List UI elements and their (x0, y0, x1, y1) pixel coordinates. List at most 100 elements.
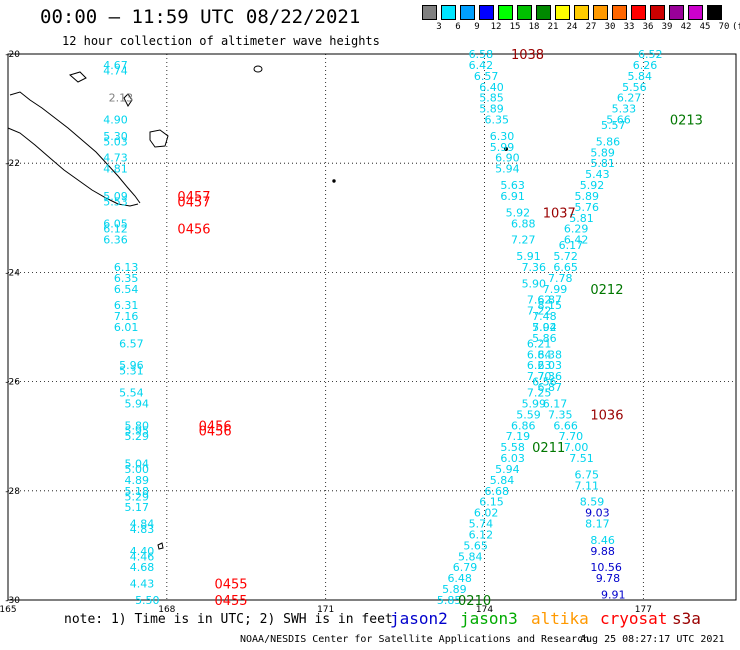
scale-label-21: 21 (547, 22, 559, 32)
pass-time-label: 0455 (214, 578, 247, 593)
swh-label: 6.29 (564, 223, 589, 236)
swh-label: 4.74 (103, 64, 128, 77)
scale-swatch-39 (650, 5, 665, 20)
swh-label: 6.26 (633, 59, 658, 72)
swh-label: 5.81 (590, 157, 615, 170)
swh-label: 4.81 (103, 163, 128, 176)
map-frame (7, 53, 737, 601)
pass-time-label: 0211 (532, 441, 565, 456)
swh-label: 5.95 (124, 425, 149, 438)
swh-label: 2.13 (109, 92, 134, 105)
island-hunter (504, 147, 508, 151)
swh-label: 5.03 (103, 135, 128, 148)
swh-label: 6.05 (103, 217, 128, 230)
swh-label: 5.18 (124, 485, 149, 498)
swh-label: 5.72 (553, 250, 578, 263)
swh-label: 7.27 (511, 234, 536, 247)
swh-label: 5.81 (569, 212, 594, 225)
swh-label: 4.40 (130, 545, 155, 558)
island-norfolk (157, 542, 164, 550)
scale-unit: (ft) (732, 22, 740, 32)
scale-label-39: 39 (661, 22, 673, 32)
swh-label: 10.56 (590, 561, 622, 574)
swh-label: 6.02 (474, 507, 499, 520)
swh-label: 6.35 (114, 272, 138, 285)
pass-time-label: 1036 (590, 408, 623, 423)
swh-label: 5.94 (124, 397, 149, 410)
scale-swatch-27 (574, 5, 589, 20)
scale-label-70: 70 (718, 22, 730, 32)
scale-swatch-3 (422, 5, 437, 20)
swh-label: 5.50 (135, 594, 160, 607)
scale-label-3: 3 (436, 22, 442, 32)
scale-swatch-36 (631, 5, 646, 20)
swh-label: 5.86 (596, 135, 621, 148)
swh-label: 7.00 (564, 441, 589, 454)
swh-label: 5.90 (522, 277, 547, 290)
swh-label: 5.76 (575, 201, 600, 214)
swh-label: 7.36 (537, 370, 562, 383)
swh-label: 5.29 (124, 430, 149, 443)
swh-label: 7.70 (527, 370, 552, 383)
mission-cryosat: cryosat (600, 609, 668, 628)
swh-label: 6.86 (511, 419, 536, 432)
swh-label: 7.11 (575, 479, 600, 492)
scale-swatch-6 (441, 5, 456, 20)
lon-label-171: 171 (317, 605, 334, 615)
swh-label: 6.88 (511, 217, 536, 230)
swh-label: 6.87 (537, 381, 562, 394)
map-border (7, 53, 737, 601)
swh-label: 6.31 (114, 299, 138, 312)
mission-altika: altika (531, 609, 589, 628)
swh-label: 5.91 (516, 250, 541, 263)
swh-label: 7.51 (569, 452, 594, 465)
swh-label: 4.67 (103, 59, 128, 72)
swh-label: 7.25 (527, 387, 552, 400)
swh-label: 5.66 (606, 114, 631, 127)
pass-time-label: 0210 (458, 594, 491, 609)
swh-label: 5.29 (124, 490, 149, 503)
scale-swatch-18 (517, 5, 532, 20)
swh-label: 7.22 (527, 305, 552, 318)
swh-label: 5.54 (119, 387, 144, 400)
swh-label: 5.96 (119, 359, 144, 372)
swh-label: 6.12 (103, 223, 128, 236)
swh-label: 5.94 (495, 463, 519, 476)
time-labels: 0457045704560456045604550455103810371036… (177, 48, 702, 609)
swh-label: 6.57 (474, 70, 499, 83)
swh-label: 7.36 (522, 261, 547, 274)
lat-label--28: -28 (5, 487, 20, 497)
scale-swatch-70 (707, 5, 722, 20)
swh-label: 5.89 (479, 103, 504, 116)
swh-label: 5.84 (627, 70, 652, 83)
swh-label: 5.59 (516, 408, 541, 421)
swh-label: 6.75 (575, 468, 600, 481)
swh-label: 6.17 (543, 397, 568, 410)
swh-label: 5.92 (580, 179, 605, 192)
swh-label: 6.03 (537, 359, 562, 372)
swh-label: 6.27 (617, 92, 642, 105)
swh-label: 4.43 (130, 578, 155, 591)
swh-label: 5.89 (590, 146, 615, 159)
swh-label: 5.09 (103, 190, 128, 203)
swh-label: 6.91 (500, 190, 524, 203)
swh-label: 6.03 (500, 452, 524, 465)
island-matthew (332, 179, 336, 183)
scale-swatch-9 (460, 5, 475, 20)
scale-label-33: 33 (623, 22, 635, 32)
swh-label: 7.99 (543, 283, 568, 296)
swh-label: 5.74 (469, 518, 494, 531)
swh-label: 6.42 (564, 234, 589, 247)
swh-label: 6.56 (532, 376, 557, 389)
lat-label--26: -26 (5, 378, 20, 388)
swh-label: 6.79 (453, 561, 478, 574)
swh-label: 7.62 (527, 294, 552, 307)
swh-label: 5.65 (463, 539, 488, 552)
footer-note: note: 1) Time is in UTC; 2) SWH is in fe… (64, 612, 393, 627)
swh-label: 6.13 (114, 261, 138, 274)
mission-jason3: jason3 (460, 609, 518, 628)
swh-label: 8.59 (580, 496, 605, 509)
lat-label--22: -22 (5, 159, 20, 169)
swh-label: 5.94 (495, 163, 519, 176)
swh-label: 5.57 (601, 119, 626, 132)
